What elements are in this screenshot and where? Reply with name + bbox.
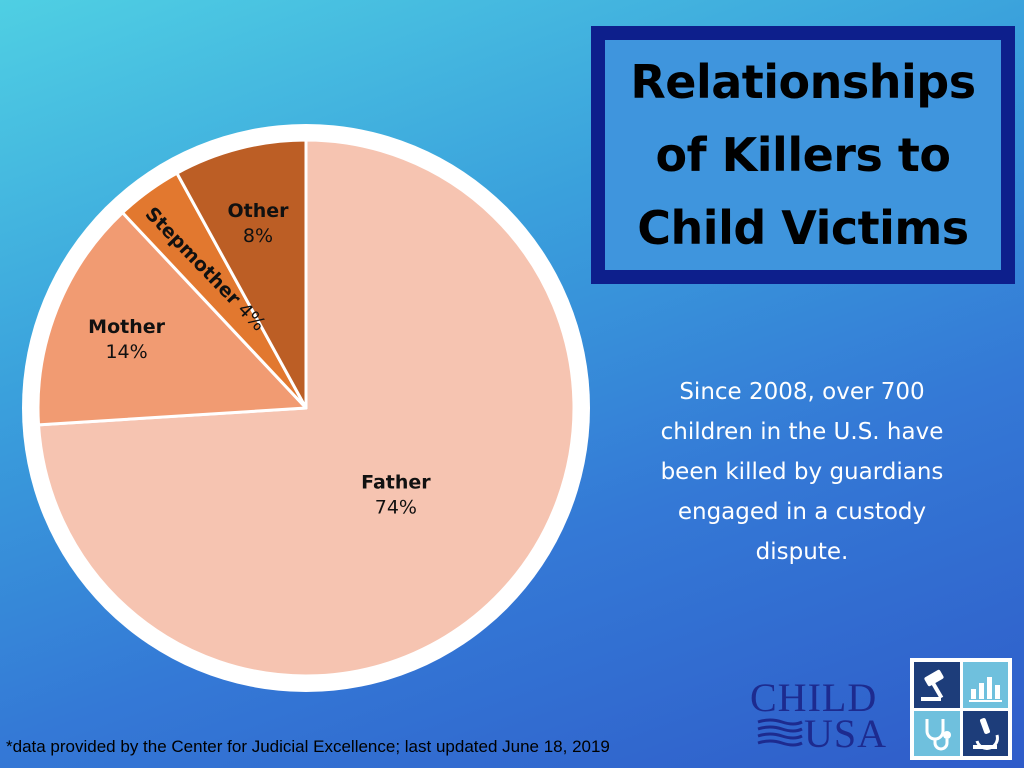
slice-label-mother: Mother 14%: [88, 316, 165, 363]
stethoscope-icon: [914, 710, 960, 756]
gavel-icon: [914, 662, 960, 708]
slice-value-mother: 14%: [105, 341, 147, 363]
pie-slice-other: [175, 138, 308, 410]
flag-stripes-icon: [757, 718, 803, 747]
title-box: Relationships of Killers to Child Victim…: [591, 26, 1015, 284]
slice-label-other: Other 8%: [227, 200, 289, 247]
slice-name-father: Father: [361, 471, 431, 493]
pie-slices: [36, 138, 576, 678]
statistic-blurb: Since 2008, over 700 children in the U.S…: [660, 379, 944, 565]
discipline-icons-grid: [910, 658, 1012, 760]
slice-value-father: 74%: [375, 496, 417, 518]
slice-name-mother: Mother: [88, 316, 165, 338]
slice-value-other: 8%: [243, 225, 273, 247]
pie-chart: Father 74%Mother 14%Stepmother4%Other 8%: [36, 138, 576, 678]
slice-name-other: Other: [227, 200, 289, 222]
slice-label-father: Father 74%: [361, 471, 431, 518]
pie-slice-mother: [36, 211, 308, 427]
logo-word-child: CHILD: [750, 675, 878, 720]
bar-chart-icon: [962, 662, 1008, 708]
child-usa-logo: CHILD USA: [750, 678, 895, 754]
logo-word-usa: USA: [804, 711, 888, 756]
data-source-footnote: *data provided by the Center for Judicia…: [6, 737, 610, 756]
chart-title: Relationships of Killers to Child Victim…: [630, 54, 976, 255]
title-inner: Relationships of Killers to Child Victim…: [605, 40, 1001, 270]
microscope-icon: [962, 710, 1008, 756]
